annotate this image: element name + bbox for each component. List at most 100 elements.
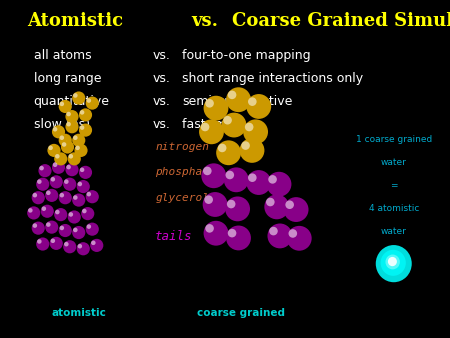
Point bbox=[230, 122, 238, 128]
Point bbox=[49, 238, 56, 243]
Point bbox=[75, 230, 82, 235]
Point bbox=[63, 179, 70, 184]
Text: phosphate: phosphate bbox=[155, 167, 216, 177]
Point bbox=[31, 223, 38, 228]
Point bbox=[270, 228, 277, 234]
Point bbox=[40, 206, 47, 211]
Point bbox=[72, 195, 79, 200]
Point bbox=[27, 208, 34, 213]
Point bbox=[275, 182, 283, 187]
Point bbox=[82, 127, 89, 133]
Point bbox=[219, 145, 226, 151]
Text: slow (ns): slow (ns) bbox=[34, 118, 90, 131]
Text: vs.: vs. bbox=[153, 95, 171, 108]
Point bbox=[50, 148, 58, 153]
Point bbox=[39, 182, 46, 187]
Point bbox=[246, 124, 253, 130]
Point bbox=[62, 195, 69, 200]
Point bbox=[68, 124, 76, 129]
Text: quantitative: quantitative bbox=[34, 95, 110, 108]
Point bbox=[45, 222, 52, 227]
Text: coarse grained: coarse grained bbox=[197, 308, 285, 318]
Point bbox=[229, 231, 236, 236]
Point bbox=[45, 190, 52, 195]
Point bbox=[286, 202, 293, 208]
Text: glycerol: glycerol bbox=[155, 193, 209, 203]
Point bbox=[228, 201, 235, 207]
Point bbox=[72, 93, 79, 98]
Point bbox=[252, 129, 259, 135]
Text: long range: long range bbox=[34, 72, 101, 85]
Point bbox=[60, 142, 68, 147]
Point bbox=[84, 211, 91, 216]
Point bbox=[85, 224, 92, 229]
Text: Coarse Grained Simulations: Coarse Grained Simulations bbox=[232, 12, 450, 30]
Point bbox=[85, 98, 92, 103]
Point bbox=[71, 156, 78, 162]
Point bbox=[35, 195, 42, 200]
Text: 4 atomistic: 4 atomistic bbox=[369, 204, 419, 213]
Point bbox=[62, 228, 69, 233]
Point bbox=[205, 197, 212, 202]
Point bbox=[72, 227, 79, 233]
Point bbox=[53, 241, 60, 246]
Point bbox=[68, 167, 76, 172]
Point bbox=[89, 226, 96, 232]
Text: fast (ms): fast (ms) bbox=[182, 118, 238, 131]
Point bbox=[89, 194, 96, 199]
Point bbox=[78, 125, 86, 130]
Text: vs.: vs. bbox=[153, 118, 171, 131]
Text: water: water bbox=[381, 227, 407, 236]
Point bbox=[89, 100, 96, 106]
Point bbox=[204, 168, 211, 174]
Point bbox=[206, 226, 213, 231]
Point bbox=[68, 114, 76, 119]
Point bbox=[36, 239, 43, 244]
Point bbox=[58, 135, 65, 140]
Point bbox=[267, 199, 274, 205]
Point bbox=[54, 153, 61, 159]
Point bbox=[67, 153, 74, 159]
Ellipse shape bbox=[376, 245, 412, 282]
Point bbox=[54, 209, 61, 215]
Point bbox=[233, 177, 240, 183]
Point bbox=[48, 224, 55, 230]
Point bbox=[62, 138, 69, 143]
Point bbox=[255, 104, 262, 109]
Point bbox=[66, 182, 73, 187]
Point bbox=[71, 214, 78, 220]
Point bbox=[78, 110, 86, 115]
Text: vs.: vs. bbox=[191, 12, 218, 30]
Text: four-to-one mapping: four-to-one mapping bbox=[182, 49, 311, 62]
Point bbox=[38, 165, 45, 171]
Point bbox=[48, 193, 55, 198]
Point bbox=[78, 167, 86, 172]
Point bbox=[57, 156, 64, 162]
Point bbox=[289, 231, 297, 236]
Point bbox=[31, 192, 38, 198]
Point bbox=[51, 126, 59, 132]
Point bbox=[82, 112, 89, 118]
Point bbox=[39, 241, 46, 247]
Point bbox=[210, 173, 217, 178]
Point bbox=[212, 231, 220, 236]
Ellipse shape bbox=[388, 257, 397, 266]
Point bbox=[63, 241, 70, 247]
Point bbox=[80, 184, 87, 189]
Point bbox=[36, 179, 43, 184]
Point bbox=[224, 118, 231, 123]
Point bbox=[72, 135, 79, 140]
Text: tails: tails bbox=[155, 230, 193, 243]
Point bbox=[296, 236, 303, 241]
Point bbox=[58, 225, 65, 231]
Text: =: = bbox=[390, 181, 397, 190]
Point bbox=[212, 105, 220, 111]
Point bbox=[81, 208, 88, 214]
Point bbox=[49, 176, 56, 182]
Point bbox=[249, 99, 256, 104]
Point bbox=[225, 150, 232, 155]
Text: short range interactions only: short range interactions only bbox=[182, 72, 364, 85]
Point bbox=[75, 95, 82, 101]
Point bbox=[76, 181, 83, 187]
Point bbox=[202, 124, 209, 130]
